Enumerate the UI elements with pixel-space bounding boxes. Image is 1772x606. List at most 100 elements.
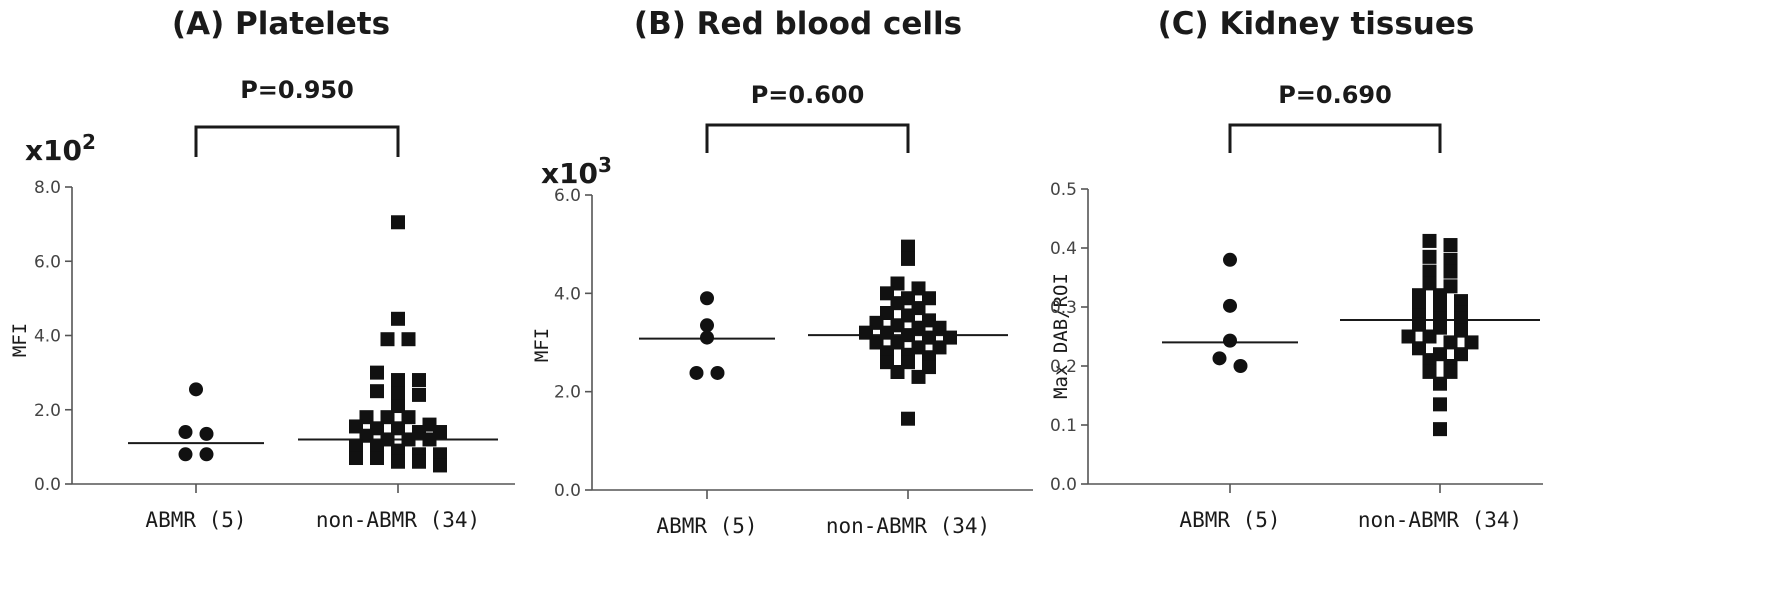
y-tick-label: 4.0: [34, 327, 61, 347]
data-point-non-abmr: [1454, 294, 1468, 309]
data-point-non-abmr: [391, 386, 405, 401]
data-point-non-abmr: [1433, 300, 1447, 314]
data-point-non-abmr: [412, 387, 426, 402]
x-tick-label: non-ABMR (34): [826, 514, 990, 538]
data-point-non-abmr: [1454, 347, 1468, 362]
data-point-non-abmr: [433, 447, 447, 462]
y-axis-label: MFI: [531, 328, 553, 362]
data-point-non-abmr: [433, 458, 447, 473]
data-point-non-abmr: [901, 239, 915, 254]
data-point-non-abmr: [380, 410, 395, 425]
data-point-non-abmr: [1433, 288, 1447, 303]
y-tick-label: 0.0: [1050, 475, 1077, 495]
axis-multiplier: x103: [541, 153, 612, 190]
data-point-non-abmr: [901, 251, 915, 266]
data-point-non-abmr: [1464, 335, 1479, 350]
data-point-non-abmr: [1422, 233, 1437, 248]
data-point-non-abmr: [391, 399, 405, 414]
data-point-abmr: [700, 318, 714, 333]
y-tick-label: 0.5: [1050, 180, 1077, 200]
data-point-non-abmr: [1422, 264, 1437, 279]
data-point-non-abmr: [1443, 335, 1458, 350]
x-tick-label: ABMR (5): [656, 514, 757, 538]
data-point-non-abmr: [911, 369, 926, 384]
data-point-abmr: [689, 365, 704, 380]
data-point-non-abmr: [1412, 341, 1426, 356]
data-point-non-abmr: [1412, 317, 1426, 332]
data-point-non-abmr: [391, 373, 405, 388]
data-point-non-abmr: [391, 311, 405, 326]
y-tick-label: 0.0: [554, 481, 581, 501]
data-point-abmr: [700, 291, 714, 306]
data-point-non-abmr: [391, 421, 405, 436]
data-point-non-abmr: [1433, 397, 1447, 412]
data-point-abmr: [189, 382, 203, 397]
data-point-non-abmr: [1422, 364, 1437, 379]
data-point-non-abmr: [370, 384, 384, 399]
y-tick-label: 6.0: [34, 252, 61, 272]
data-point-abmr: [1212, 351, 1227, 366]
data-point-non-abmr: [1454, 311, 1468, 326]
data-point-non-abmr: [349, 451, 363, 466]
data-point-abmr: [199, 426, 214, 441]
x-tick-label: ABMR (5): [145, 508, 246, 532]
data-point-non-abmr: [401, 332, 416, 347]
panel-b: (B) Red blood cells P=0.600 x103 MFI 0.0 2.0 4…: [531, 6, 1033, 538]
data-point-non-abmr: [1433, 376, 1447, 391]
data-point-non-abmr: [890, 365, 905, 379]
x-tick-label: non-ABMR (34): [1358, 508, 1522, 532]
data-point-non-abmr: [401, 432, 416, 447]
x-tick-label: ABMR (5): [1179, 508, 1280, 532]
y-axis-label: Max DAB/ROI: [1050, 273, 1072, 399]
significance-bracket: [194, 125, 400, 157]
panel-title: (C) Kidney tissues: [1158, 6, 1475, 42]
data-point-non-abmr: [412, 373, 426, 388]
axis-multiplier-base: x10: [541, 157, 598, 190]
data-point-abmr: [1233, 359, 1248, 373]
data-point-abmr: [1223, 252, 1237, 267]
data-point-non-abmr: [370, 365, 384, 380]
data-point-non-abmr: [391, 215, 405, 230]
y-tick-label: 2.0: [34, 401, 61, 421]
data-point-non-abmr: [349, 439, 363, 454]
data-point-non-abmr: [1422, 249, 1437, 264]
data-point-non-abmr: [1422, 276, 1437, 291]
data-point-non-abmr: [1422, 329, 1437, 344]
p-value: P=0.600: [751, 81, 865, 109]
panel-title: (A) Platelets: [172, 6, 390, 42]
y-tick-label: 0.1: [1050, 416, 1077, 436]
data-point-abmr: [1223, 333, 1237, 348]
y-tick-label: 8.0: [34, 178, 61, 198]
p-value: P=0.950: [240, 76, 354, 104]
data-point-abmr: [1223, 298, 1237, 313]
data-point-non-abmr: [370, 451, 384, 466]
y-axis-label: MFI: [9, 323, 31, 357]
data-point-non-abmr: [412, 454, 426, 469]
panel-title: (B) Red blood cells: [634, 6, 962, 42]
data-point-non-abmr: [1433, 422, 1447, 437]
data-point-abmr: [199, 447, 214, 462]
data-point-non-abmr: [1443, 252, 1458, 267]
y-tick-label: 0.3: [1050, 298, 1077, 318]
data-point-non-abmr: [401, 410, 416, 425]
axis-multiplier: x102: [25, 130, 96, 167]
data-point-abmr: [710, 365, 725, 380]
p-value: P=0.690: [1278, 81, 1392, 109]
data-point-non-abmr: [370, 439, 384, 454]
significance-bracket: [705, 123, 910, 153]
panel-c: (C) Kidney tissues P=0.690 Max DAB/ROI 0.0 0…: [1050, 6, 1543, 532]
data-point-non-abmr: [1443, 264, 1458, 279]
data-point-abmr: [178, 447, 193, 462]
axis-multiplier-base: x10: [25, 134, 82, 167]
data-point-non-abmr: [359, 428, 374, 443]
data-point-non-abmr: [901, 411, 915, 426]
data-point-abmr: [178, 425, 193, 440]
y-tick-label: 0.4: [1050, 239, 1077, 259]
data-point-non-abmr: [422, 432, 437, 447]
data-point-non-abmr: [1422, 353, 1437, 368]
data-point-non-abmr: [1443, 364, 1458, 379]
axis-multiplier-exponent: 2: [82, 130, 96, 154]
significance-bracket: [1228, 123, 1442, 153]
panel-a: (A) Platelets P=0.950 x102 MFI 0.0 2.0 4.0 6.0 8…: [9, 6, 515, 532]
